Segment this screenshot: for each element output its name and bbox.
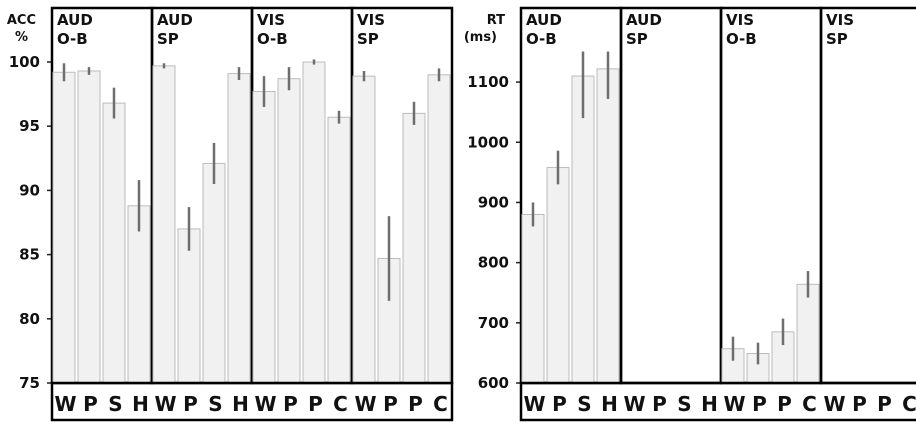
y-axis-label: ACC	[7, 13, 36, 28]
y-tick-label: 80	[19, 310, 40, 328]
x-category-label: P	[552, 392, 567, 416]
panel-title: SP	[826, 30, 848, 48]
panel-frame	[819, 6, 916, 385]
x-category-label: W	[254, 392, 276, 416]
x-category-label: S	[677, 392, 691, 416]
x-category-label: P	[852, 392, 867, 416]
x-category-label: C	[902, 392, 916, 416]
bar	[52, 71, 76, 384]
x-category-label: P	[652, 392, 667, 416]
panel-title: VIS	[826, 11, 854, 29]
x-category-label: P	[283, 392, 298, 416]
panel-title: VIS	[357, 11, 385, 29]
panel-title: VIS	[726, 11, 754, 29]
y-tick-label: 600	[478, 374, 509, 392]
y-tick-label: 90	[19, 181, 40, 199]
panel-title: AUD	[57, 11, 93, 29]
panel-title: O-B	[526, 30, 557, 48]
x-category-label: W	[523, 392, 545, 416]
x-category-label: S	[577, 392, 591, 416]
x-category-label: P	[383, 392, 398, 416]
x-category-label: S	[108, 392, 122, 416]
x-category-label: H	[232, 392, 249, 416]
x-category-label: P	[183, 392, 198, 416]
panel-title: SP	[157, 30, 179, 48]
bar	[427, 74, 451, 384]
bar	[521, 213, 545, 384]
bar	[546, 167, 570, 384]
bar	[571, 75, 595, 384]
x-category-label: P	[308, 392, 323, 416]
x-category-label: H	[601, 392, 618, 416]
x-category-label: W	[823, 392, 845, 416]
panel-title: AUD	[526, 11, 562, 29]
y-axis-unit: (ms)	[464, 30, 497, 45]
bar	[796, 283, 820, 384]
y-tick-label: 95	[19, 117, 40, 135]
y-tick-label: 85	[19, 246, 40, 264]
y-tick-label: 1000	[467, 133, 509, 151]
bar	[402, 112, 426, 384]
x-category-label: P	[83, 392, 98, 416]
y-tick-label: 900	[478, 193, 509, 211]
y-tick-label: 1100	[467, 73, 509, 91]
bar	[152, 65, 176, 384]
panel-title: SP	[357, 30, 379, 48]
bar	[252, 91, 276, 384]
panel-title: O-B	[57, 30, 88, 48]
x-category-label: W	[623, 392, 645, 416]
x-category-label: H	[132, 392, 149, 416]
x-category-label: S	[208, 392, 222, 416]
panel-frame	[619, 6, 723, 385]
bar	[227, 73, 251, 384]
x-category-label: C	[433, 392, 448, 416]
panel-title: AUD	[626, 11, 662, 29]
bar	[202, 162, 226, 384]
panel-title: AUD	[157, 11, 193, 29]
y-tick-label: 75	[19, 374, 40, 392]
x-category-label: P	[877, 392, 892, 416]
x-category-label: H	[701, 392, 718, 416]
x-category-label: W	[154, 392, 176, 416]
x-category-label: P	[752, 392, 767, 416]
x-category-label: P	[777, 392, 792, 416]
x-category-label: P	[408, 392, 423, 416]
y-axis-unit: %	[15, 30, 28, 45]
panel-title: O-B	[257, 30, 288, 48]
panel-title: O-B	[726, 30, 757, 48]
category-row-frame	[50, 381, 454, 422]
y-tick-label: 100	[9, 53, 40, 71]
bar	[277, 78, 301, 384]
bar	[352, 75, 376, 384]
x-category-label: W	[54, 392, 76, 416]
bar	[177, 228, 201, 384]
bar	[77, 70, 101, 384]
bar	[327, 116, 351, 384]
y-tick-label: 800	[478, 254, 509, 272]
x-category-label: W	[723, 392, 745, 416]
category-row-frame	[519, 381, 916, 422]
y-axis-label: RT	[487, 13, 505, 28]
x-category-label: C	[802, 392, 817, 416]
bar	[302, 61, 326, 384]
bar	[102, 102, 126, 384]
panel-title: SP	[626, 30, 648, 48]
x-category-label: W	[354, 392, 376, 416]
panel-title: VIS	[257, 11, 285, 29]
bar	[127, 205, 151, 384]
x-category-label: C	[333, 392, 348, 416]
bar	[596, 68, 620, 384]
y-tick-label: 700	[478, 314, 509, 332]
